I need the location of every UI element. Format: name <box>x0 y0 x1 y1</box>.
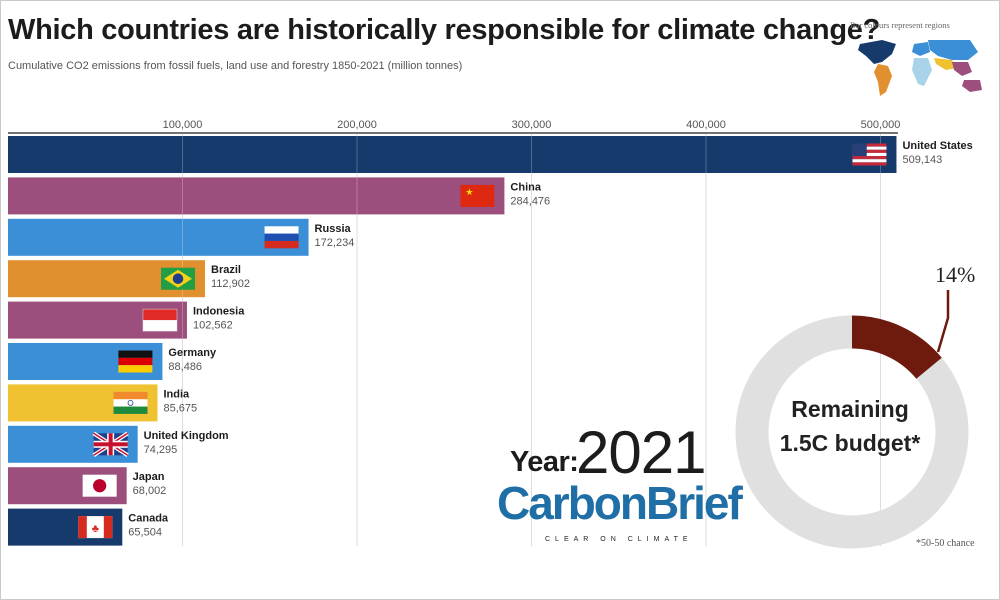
germany-flag-icon <box>118 350 153 373</box>
logo-tagline: CLEAR ON CLIMATE <box>545 536 693 543</box>
bar-label-value: 112,902 <box>211 278 250 290</box>
year-value: 2021 <box>576 419 706 486</box>
bar-label-name: Brazil <box>211 264 241 276</box>
bar-label-name: Japan <box>133 471 165 483</box>
carbonbrief-logo: CarbonBrief <box>497 477 743 529</box>
bar-label-name: Germany <box>168 347 217 359</box>
bar-label-value: 68,002 <box>133 485 167 497</box>
japan-flag-icon <box>82 474 117 497</box>
bar-china <box>8 177 505 215</box>
bar-label-name: United Kingdom <box>144 430 229 442</box>
uk-flag-icon <box>92 431 129 457</box>
x-tick-label: 300,000 <box>512 119 552 131</box>
bar-label-name: Canada <box>128 513 169 525</box>
donut-label-line1: Remaining <box>791 396 909 422</box>
chart-subtitle: Cumulative CO2 emissions from fossil fue… <box>8 60 463 72</box>
budget-percent-label: 14% <box>935 262 976 287</box>
x-tick-label: 200,000 <box>337 119 377 131</box>
x-tick-label: 100,000 <box>163 119 203 131</box>
map-legend-note: Bar colours represent regions <box>850 20 950 30</box>
indonesia-flag-icon <box>142 308 178 332</box>
chart-title: Which countries are historically respons… <box>8 14 880 46</box>
bar-united-states <box>8 136 897 173</box>
donut-label-line2: 1.5C budget* <box>779 430 921 456</box>
us-flag-icon <box>852 143 887 166</box>
canada-flag-icon: ♣ <box>78 516 113 539</box>
percent-pointer-line <box>936 290 950 353</box>
russia-flag-icon <box>264 226 299 249</box>
bar-label-value: 102,562 <box>193 320 233 332</box>
svg-text:♣: ♣ <box>92 523 99 535</box>
bar-label-name: India <box>164 388 191 400</box>
bar-label-value: 65,504 <box>128 527 162 539</box>
bar-label-value: 85,675 <box>164 402 198 414</box>
bar-label-name: United States <box>902 140 972 152</box>
bar-label-name: Russia <box>315 223 352 235</box>
brazil-flag-icon <box>161 267 196 290</box>
bar-label-value: 88,486 <box>168 361 202 373</box>
bar-label-value: 284,476 <box>510 195 550 207</box>
bar-label-value: 509,143 <box>902 154 942 166</box>
svg-text:★: ★ <box>465 187 473 197</box>
india-flag-icon <box>113 391 148 414</box>
x-tick-label: 400,000 <box>686 119 726 131</box>
bar-label-name: Indonesia <box>193 306 245 318</box>
china-flag-icon: ★ <box>460 184 495 207</box>
bar-label-value: 172,234 <box>315 237 355 249</box>
bar-label-value: 74,295 <box>144 444 178 456</box>
bar-label-name: China <box>510 181 541 193</box>
bar-russia <box>8 218 309 256</box>
footnote: *50-50 chance <box>916 538 975 549</box>
donut-used-segment <box>851 315 942 380</box>
world-map-legend-icon <box>858 40 982 96</box>
x-tick-label: 500,000 <box>861 119 901 131</box>
year-label: Year: <box>510 446 579 478</box>
